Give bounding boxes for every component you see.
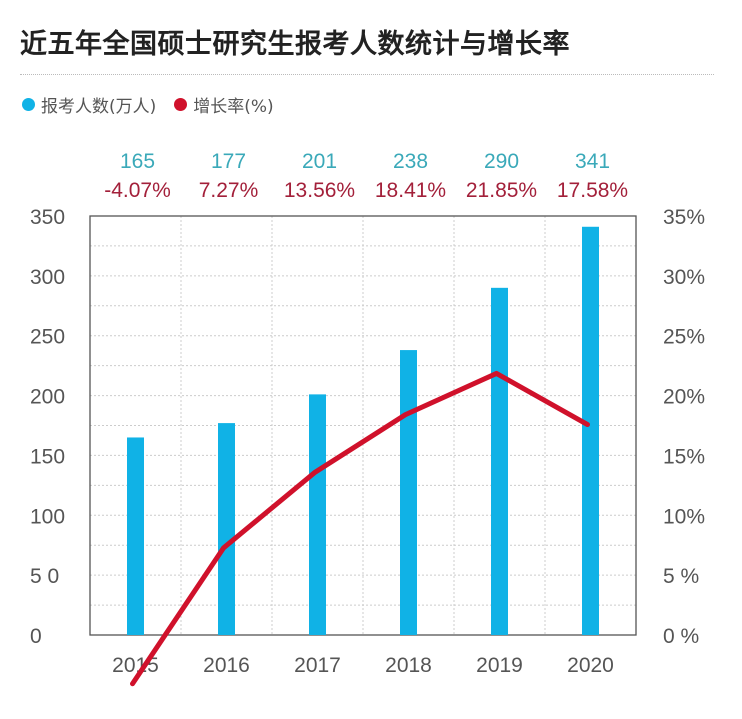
bar-2020 [582,226,599,635]
left-tick-label: 250 [30,326,65,349]
rate-label: 13.56% [284,179,355,202]
left-tick-label: 150 [30,445,65,468]
left-tick-label: 300 [30,266,65,289]
value-label: 290 [484,150,519,173]
left-tick-label: 100 [30,505,65,528]
right-tick-label: 30% [663,266,705,289]
rate-label: 17.58% [557,179,628,202]
bar-2018 [400,350,417,635]
value-label: 341 [575,150,610,173]
right-tick-label: 10% [663,505,705,528]
right-tick-label: 25% [663,326,705,349]
left-tick-label: 0 [30,625,42,648]
x-tick-label: 2018 [385,654,432,677]
right-tick-label: 15% [663,445,705,468]
value-label: 201 [302,150,337,173]
plot-frame [89,215,637,636]
value-label: 238 [393,150,428,173]
legend: 报考人数(万人) 增长率(%) [22,92,274,117]
x-tick-label: 2019 [476,654,523,677]
left-tick-label: 200 [30,386,65,409]
value-label: 177 [211,150,246,173]
bar-2015 [127,437,144,635]
rate-label: 7.27% [199,179,259,202]
x-tick-label: 2016 [203,654,250,677]
rate-label: 21.85% [466,179,537,202]
right-tick-label: 35% [663,206,705,229]
growth-rate-line [130,370,590,687]
chart-title: 近五年全国硕士研究生报考人数统计与增长率 [20,29,570,60]
bar-2019 [491,287,508,635]
left-tick-label: 350 [30,206,65,229]
right-tick-label: 20% [663,386,705,409]
legend-bar-label: 报考人数(万人) [41,97,157,117]
x-tick-label: 2020 [567,654,614,677]
bar-2017 [309,394,326,635]
x-tick-label: 2017 [294,654,341,677]
value-label: 165 [120,150,155,173]
right-tick-label: 5 % [663,565,699,588]
title-divider [20,74,714,75]
rate-label: 18.41% [375,179,446,202]
legend-bar-marker [22,98,35,111]
legend-line-label: 增长率(%) [193,97,274,117]
left-tick-label: 5 0 [30,565,59,588]
rate-label: -4.07% [104,179,171,202]
bar-2016 [218,423,235,635]
legend-line-marker [174,98,188,111]
right-tick-label: 0 % [663,625,699,648]
